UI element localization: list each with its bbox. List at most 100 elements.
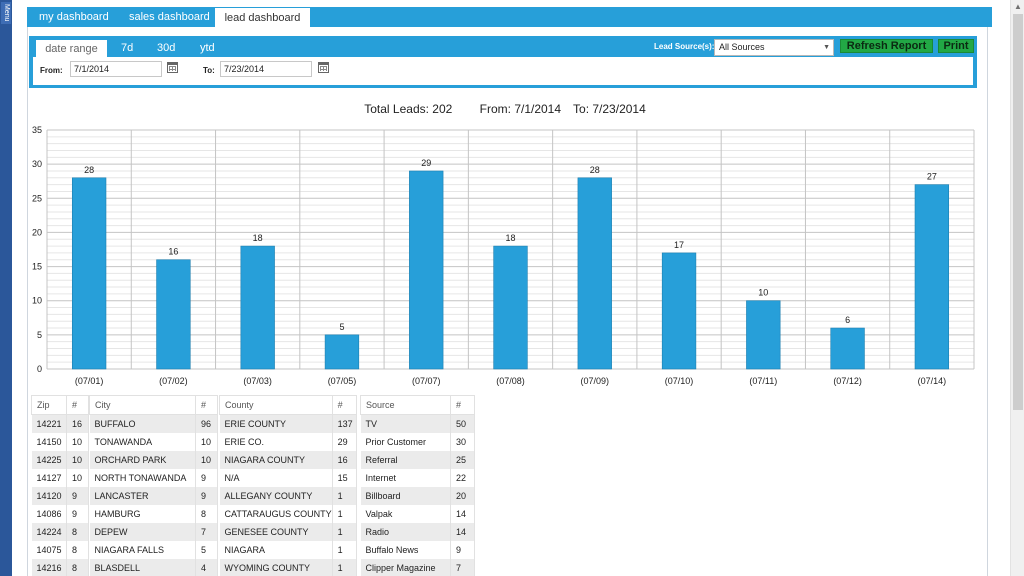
to-date-input[interactable]: 7/23/2014	[220, 61, 312, 77]
dashboard-content	[27, 27, 988, 576]
table-cell: 8	[66, 558, 89, 576]
column-header[interactable]: #	[195, 395, 218, 415]
bar	[240, 245, 275, 370]
x-tick-label: (07/10)	[665, 376, 694, 386]
table-row: BLASDELL 4	[89, 558, 218, 576]
bar	[577, 177, 612, 370]
calendar-icon[interactable]	[167, 62, 178, 73]
chevron-down-icon[interactable]: ▼	[823, 44, 830, 51]
lead-source-value: All Sources	[719, 42, 765, 52]
lead-source-select[interactable]: All Sources ▼	[714, 39, 834, 56]
scrollbar-thumb[interactable]	[1013, 14, 1023, 410]
y-tick-label: 10	[32, 296, 42, 306]
summary-from: From: 7/1/2014	[479, 102, 562, 116]
date-range-row: From: 7/1/2014 To: 7/23/2014	[33, 57, 973, 85]
table-cell: TV	[360, 414, 451, 433]
table-row: CATTARAUGUS COUNTY 1	[219, 504, 357, 523]
tab-sales-dashboard[interactable]: sales dashboard	[129, 11, 210, 23]
city-table: City # BUFFALO 96 TONAWANDA 10 ORCHARD PARK 10 N…	[89, 395, 218, 576]
table-cell: 14	[450, 522, 475, 541]
filter-panel: date range 7d 30d ytd Lead Source(s): Al…	[29, 36, 977, 88]
table-row: NIAGARA COUNTY 16	[219, 450, 357, 469]
table-cell: WYOMING COUNTY	[219, 558, 333, 576]
table-cell: 15	[332, 468, 357, 487]
table-row: ERIE CO. 29	[219, 432, 357, 451]
table-cell: 1	[332, 540, 357, 559]
table-cell: 10	[195, 450, 218, 469]
bar	[830, 327, 865, 370]
column-header[interactable]: City	[89, 395, 196, 415]
table-cell: 14	[450, 504, 475, 523]
column-header[interactable]: #	[331, 395, 357, 415]
calendar-icon[interactable]	[318, 62, 329, 73]
table-cell: TONAWANDA	[89, 432, 196, 451]
table-row: TV 50	[360, 414, 475, 433]
table-cell: 14075	[31, 540, 67, 559]
data-label: 17	[674, 240, 684, 250]
table-cell: 8	[195, 504, 218, 523]
data-label: 27	[927, 172, 937, 182]
table-row: 14216 8	[31, 558, 89, 576]
table-row: Referral 25	[360, 450, 475, 469]
column-header[interactable]: Zip	[31, 395, 67, 415]
menu-button[interactable]: Menu	[1, 2, 11, 24]
tab-30d[interactable]: 30d	[157, 42, 176, 54]
table-row: 14150 10	[31, 432, 89, 451]
tab-7d[interactable]: 7d	[121, 42, 134, 54]
y-tick-label: 0	[37, 364, 42, 374]
data-label: 6	[845, 315, 850, 325]
x-tick-label: (07/02)	[159, 376, 188, 386]
table-header-row: City #	[89, 395, 218, 415]
table-row: ORCHARD PARK 10	[89, 450, 218, 469]
print-button[interactable]: Print	[938, 39, 974, 53]
vertical-scrollbar[interactable]: ▲	[1010, 0, 1024, 576]
table-cell: 14221	[31, 414, 67, 433]
x-tick-label: (07/01)	[75, 376, 104, 386]
table-cell: 10	[195, 432, 218, 451]
table-row: 14086 9	[31, 504, 89, 523]
column-header[interactable]: Source	[360, 395, 451, 415]
table-cell: 5	[195, 540, 218, 559]
x-tick-label: (07/09)	[581, 376, 610, 386]
tab-ytd[interactable]: ytd	[200, 42, 215, 54]
table-cell: 1	[332, 558, 357, 576]
table-row: NORTH TONAWANDA 9	[89, 468, 218, 487]
table-row: LANCASTER 9	[89, 486, 218, 505]
dashboard-tab-bar: my dashboard sales dashboard lead dashbo…	[27, 7, 992, 27]
table-cell: Radio	[360, 522, 451, 541]
table-cell: 9	[66, 486, 89, 505]
tab-date-range[interactable]: date range	[36, 40, 107, 58]
x-tick-label: (07/11)	[749, 376, 777, 386]
tab-lead-dashboard[interactable]: lead dashboard	[215, 8, 310, 27]
table-row: Valpak 14	[360, 504, 475, 523]
column-header[interactable]: #	[450, 395, 475, 415]
bar	[661, 252, 697, 370]
table-row: WYOMING COUNTY 1	[219, 558, 357, 576]
y-tick-label: 30	[32, 159, 42, 169]
summary-to: To: 7/23/2014	[573, 102, 646, 116]
lead-source-label: Lead Source(s):	[654, 42, 715, 51]
x-tick-label: (07/07)	[412, 376, 441, 386]
column-header[interactable]: #	[66, 395, 89, 415]
tab-my-dashboard[interactable]: my dashboard	[39, 11, 109, 23]
table-cell: Referral	[360, 450, 451, 469]
from-date-input[interactable]: 7/1/2014	[70, 61, 162, 77]
table-cell: 25	[450, 450, 475, 469]
data-label: 28	[84, 165, 94, 175]
from-label: From:	[40, 66, 63, 75]
refresh-report-button[interactable]: Refresh Report	[840, 39, 933, 53]
data-label: 29	[421, 158, 431, 168]
arrow-up-icon[interactable]: ▲	[1014, 2, 1022, 11]
table-cell: 14224	[31, 522, 67, 541]
y-tick-label: 5	[37, 330, 42, 340]
table-cell: Valpak	[360, 504, 451, 523]
table-row: 14075 8	[31, 540, 89, 559]
data-label: 5	[339, 322, 344, 332]
table-cell: 1	[332, 504, 357, 523]
table-cell: 14127	[31, 468, 67, 487]
data-label: 18	[253, 233, 263, 243]
table-cell: 8	[66, 540, 89, 559]
column-header[interactable]: County	[219, 395, 333, 415]
table-cell: 9	[195, 468, 218, 487]
